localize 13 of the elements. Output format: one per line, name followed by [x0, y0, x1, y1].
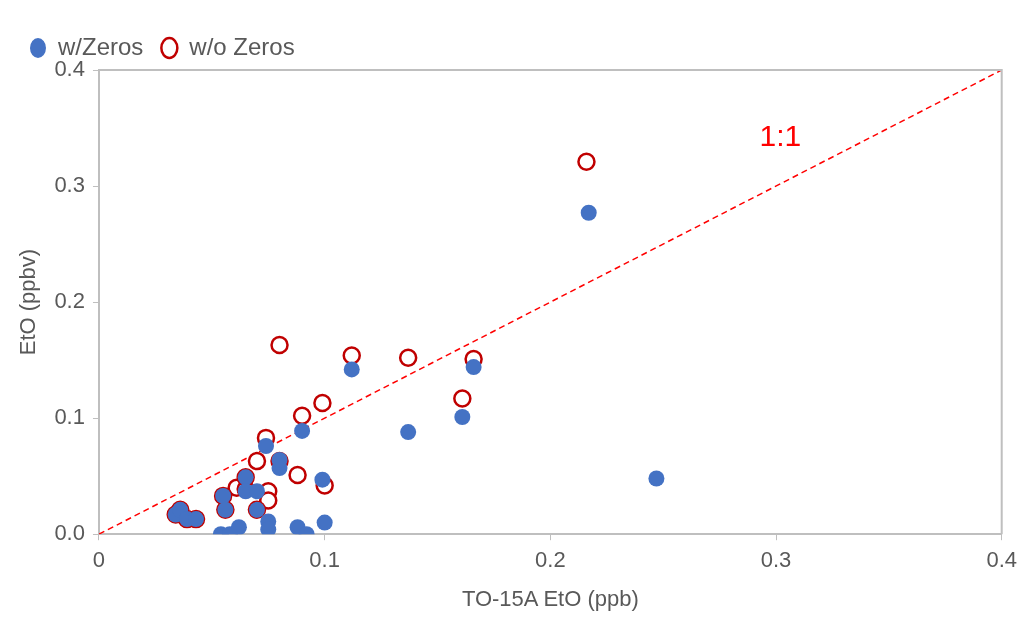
y-tick-label: 0.2 [54, 288, 85, 314]
y-axis-title: EtO (ppbv) [15, 248, 41, 356]
x-tick-label: 0 [92, 547, 106, 573]
x-tick-label: 0.3 [760, 547, 792, 573]
y-tick-label: 0.3 [54, 172, 85, 198]
x-tick-label: 0.4 [986, 547, 1018, 573]
y-tick-label: 0.1 [54, 404, 85, 430]
y-tick-label: 0.0 [54, 520, 85, 546]
x-axis-title: TO-15A EtO (ppb) [461, 585, 639, 611]
x-tick-label: 0.1 [309, 547, 340, 573]
legend-label: w/o Zeros [188, 32, 295, 60]
x-tick-label: 0.2 [535, 547, 566, 573]
series-label: 1:1 [759, 119, 802, 153]
